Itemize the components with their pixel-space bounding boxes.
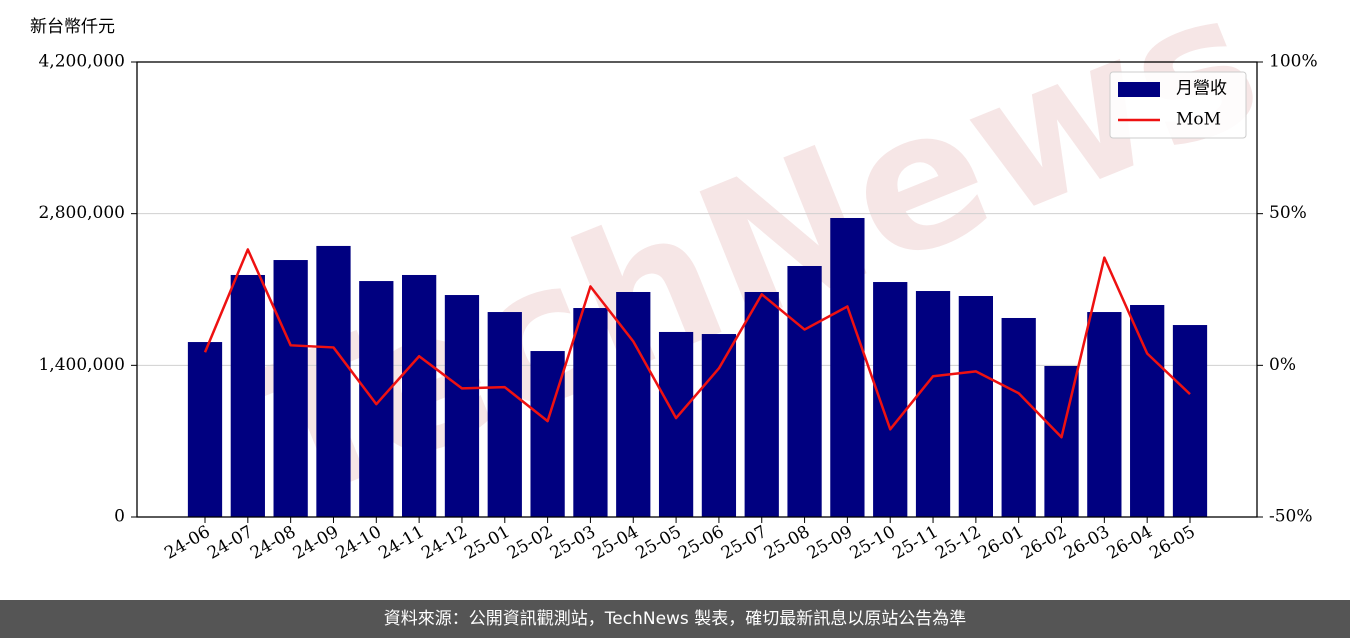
x-tick-label: 25-10 [847,522,899,564]
bar [616,291,651,517]
bar [958,296,993,517]
bar [915,291,951,517]
bar [873,282,908,517]
y2-tick-label: 100% [1269,52,1318,72]
y2-tick-label: 50% [1269,203,1307,223]
bar [658,331,694,517]
x-tick-label: 25-03 [547,522,599,564]
x-tick-label: 24-12 [418,522,470,564]
bar [187,342,223,517]
bar [573,308,608,517]
x-tick-label: 25-04 [590,522,642,564]
x-tick-label: 26-01 [975,522,1027,564]
legend-label: MoM [1176,110,1221,130]
x-tick-label: 26-04 [1103,522,1155,564]
x-tick-label: 25-01 [461,522,513,564]
x-tick-label: 24-11 [375,522,427,564]
x-tick-label: 25-11 [889,522,941,564]
bar [530,351,565,517]
x-tick-label: 26-03 [1061,522,1113,564]
x-tick-label: 25-09 [804,522,856,564]
bar [316,245,351,517]
x-tick-label: 24-07 [204,522,256,564]
bar [1087,312,1122,517]
x-tick-label: 25-06 [675,522,727,564]
bar [230,274,265,517]
legend-swatch [1118,82,1160,97]
bar [444,295,480,517]
bar [787,265,822,517]
y-tick-label: 0 [114,507,125,527]
x-tick-label: 24-06 [161,522,213,564]
x-tick-label: 25-12 [932,522,984,564]
plot-frame [136,61,1258,518]
x-tick-label: 26-02 [1018,522,1070,564]
bar [1130,304,1165,517]
bar [744,291,779,517]
x-tick-label: 26-05 [1146,522,1198,564]
bar [402,274,437,517]
legend-label: 月營收 [1176,79,1227,99]
bar [830,218,865,517]
bar [487,312,522,517]
line [203,248,1191,439]
bar [1172,325,1208,517]
y2-tick-label: 0% [1269,355,1296,375]
bar [1001,317,1036,517]
y2-tick-label: -50% [1269,507,1313,527]
footer-bar [0,600,1350,638]
bar [273,260,308,517]
x-tick-label: 25-02 [504,522,556,564]
y-tick-label: 1,400,000 [38,355,125,375]
x-tick-label: 25-05 [632,522,684,564]
footer: 資料來源：公開資訊觀測站，TechNews 製表，確切最新訊息以原站公告為準 [384,609,966,629]
x-tick-label: 25-07 [718,522,770,564]
x-tick-label: 24-08 [247,522,299,564]
y-axis-label: 新台幣仟元 [30,17,115,37]
bar [359,281,394,517]
y-tick-label: 4,200,000 [38,52,125,72]
y-tick-label: 2,800,000 [38,203,125,223]
x-tick-label: 25-08 [761,522,813,564]
bar [701,334,737,517]
